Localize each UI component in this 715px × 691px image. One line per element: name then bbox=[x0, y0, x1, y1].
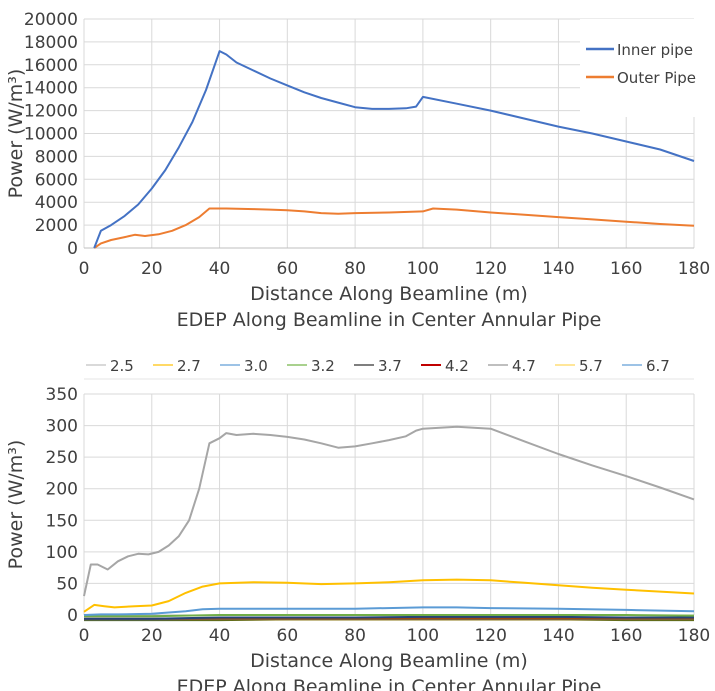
gridlines bbox=[83, 393, 695, 616]
y-tick-label: 18000 bbox=[24, 33, 78, 53]
x-tick-label: 120 bbox=[474, 626, 506, 646]
x-tick-label: 100 bbox=[407, 259, 439, 279]
y-tick-label: 14000 bbox=[24, 79, 78, 99]
x-axis-title: Distance Along Beamline (m) bbox=[250, 283, 528, 305]
legend-label: 2.7 bbox=[177, 357, 201, 375]
x-tick-label: 60 bbox=[277, 626, 299, 646]
y-tick-label: 250 bbox=[46, 448, 78, 468]
legend-background bbox=[580, 19, 714, 117]
y-tick-label: 0 bbox=[67, 606, 78, 626]
y-tick-label: 10000 bbox=[24, 125, 78, 145]
y-tick-label: 6000 bbox=[35, 170, 78, 190]
legend-label: 4.7 bbox=[512, 357, 536, 375]
series-line bbox=[83, 606, 695, 616]
x-tick-label: 60 bbox=[277, 259, 299, 279]
legend-label: 4.2 bbox=[445, 357, 469, 375]
x-tick-label: 40 bbox=[209, 626, 231, 646]
y-tick-label: 12000 bbox=[24, 102, 78, 122]
series-line bbox=[83, 425, 695, 597]
x-tick-label: 40 bbox=[209, 259, 231, 279]
series-line bbox=[84, 614, 695, 618]
x-tick-label: 80 bbox=[344, 626, 366, 646]
legend-label: Inner pipe bbox=[617, 41, 693, 59]
x-tick-label: 140 bbox=[542, 626, 574, 646]
legend-label: 5.7 bbox=[579, 357, 603, 375]
y-tick-label: 350 bbox=[46, 385, 78, 405]
y-tick-label: 4000 bbox=[35, 193, 78, 213]
x-tick-label: 0 bbox=[79, 259, 90, 279]
y-tick-label: 8000 bbox=[35, 147, 78, 167]
x-tick-label: 180 bbox=[678, 626, 710, 646]
y-tick-label: 150 bbox=[46, 511, 78, 531]
x-tick-label: 140 bbox=[542, 259, 574, 279]
series-line bbox=[93, 207, 695, 249]
chart-caption: EDEP Along Beamline in Center Annular Pi… bbox=[177, 676, 602, 691]
series-line bbox=[84, 615, 694, 620]
legend-label: 3.7 bbox=[378, 357, 402, 375]
y-tick-label: 0 bbox=[67, 239, 78, 259]
series-line bbox=[93, 50, 695, 249]
x-tick-label: 20 bbox=[141, 626, 163, 646]
x-tick-label: 20 bbox=[141, 259, 163, 279]
y-axis-title: Power (W/m³) bbox=[5, 440, 27, 570]
y-tick-label: 50 bbox=[56, 574, 78, 594]
y-tick-label: 300 bbox=[46, 417, 78, 437]
x-tick-label: 180 bbox=[678, 259, 710, 279]
y-tick-label: 100 bbox=[46, 543, 78, 563]
legend-label: 3.0 bbox=[244, 357, 268, 375]
series-line bbox=[83, 578, 695, 613]
chart-bottom: 0 50 100 150 200 250 300 350 0 20 40 60 80 100 120 140 1… bbox=[5, 357, 710, 691]
legend-label: 2.5 bbox=[110, 357, 134, 375]
legend-label: 6.7 bbox=[646, 357, 670, 375]
y-tick-label: 16000 bbox=[24, 56, 78, 76]
x-tick-label: 160 bbox=[610, 259, 642, 279]
x-tick-label: 100 bbox=[407, 626, 439, 646]
x-axis-title: Distance Along Beamline (m) bbox=[250, 650, 528, 672]
y-tick-label: 200 bbox=[46, 480, 78, 500]
chart-caption: EDEP Along Beamline in Center Annular Pi… bbox=[177, 309, 602, 331]
y-tick-label: 20000 bbox=[24, 10, 78, 30]
y-tick-label: 2000 bbox=[35, 216, 78, 236]
legend-label: Outer Pipe bbox=[617, 69, 696, 87]
x-tick-label: 120 bbox=[474, 259, 506, 279]
x-tick-label: 0 bbox=[79, 626, 90, 646]
x-tick-label: 160 bbox=[610, 626, 642, 646]
y-axis-title: Power (W/m³) bbox=[5, 69, 27, 199]
legend-label: 3.2 bbox=[311, 357, 335, 375]
x-tick-label: 80 bbox=[344, 259, 366, 279]
